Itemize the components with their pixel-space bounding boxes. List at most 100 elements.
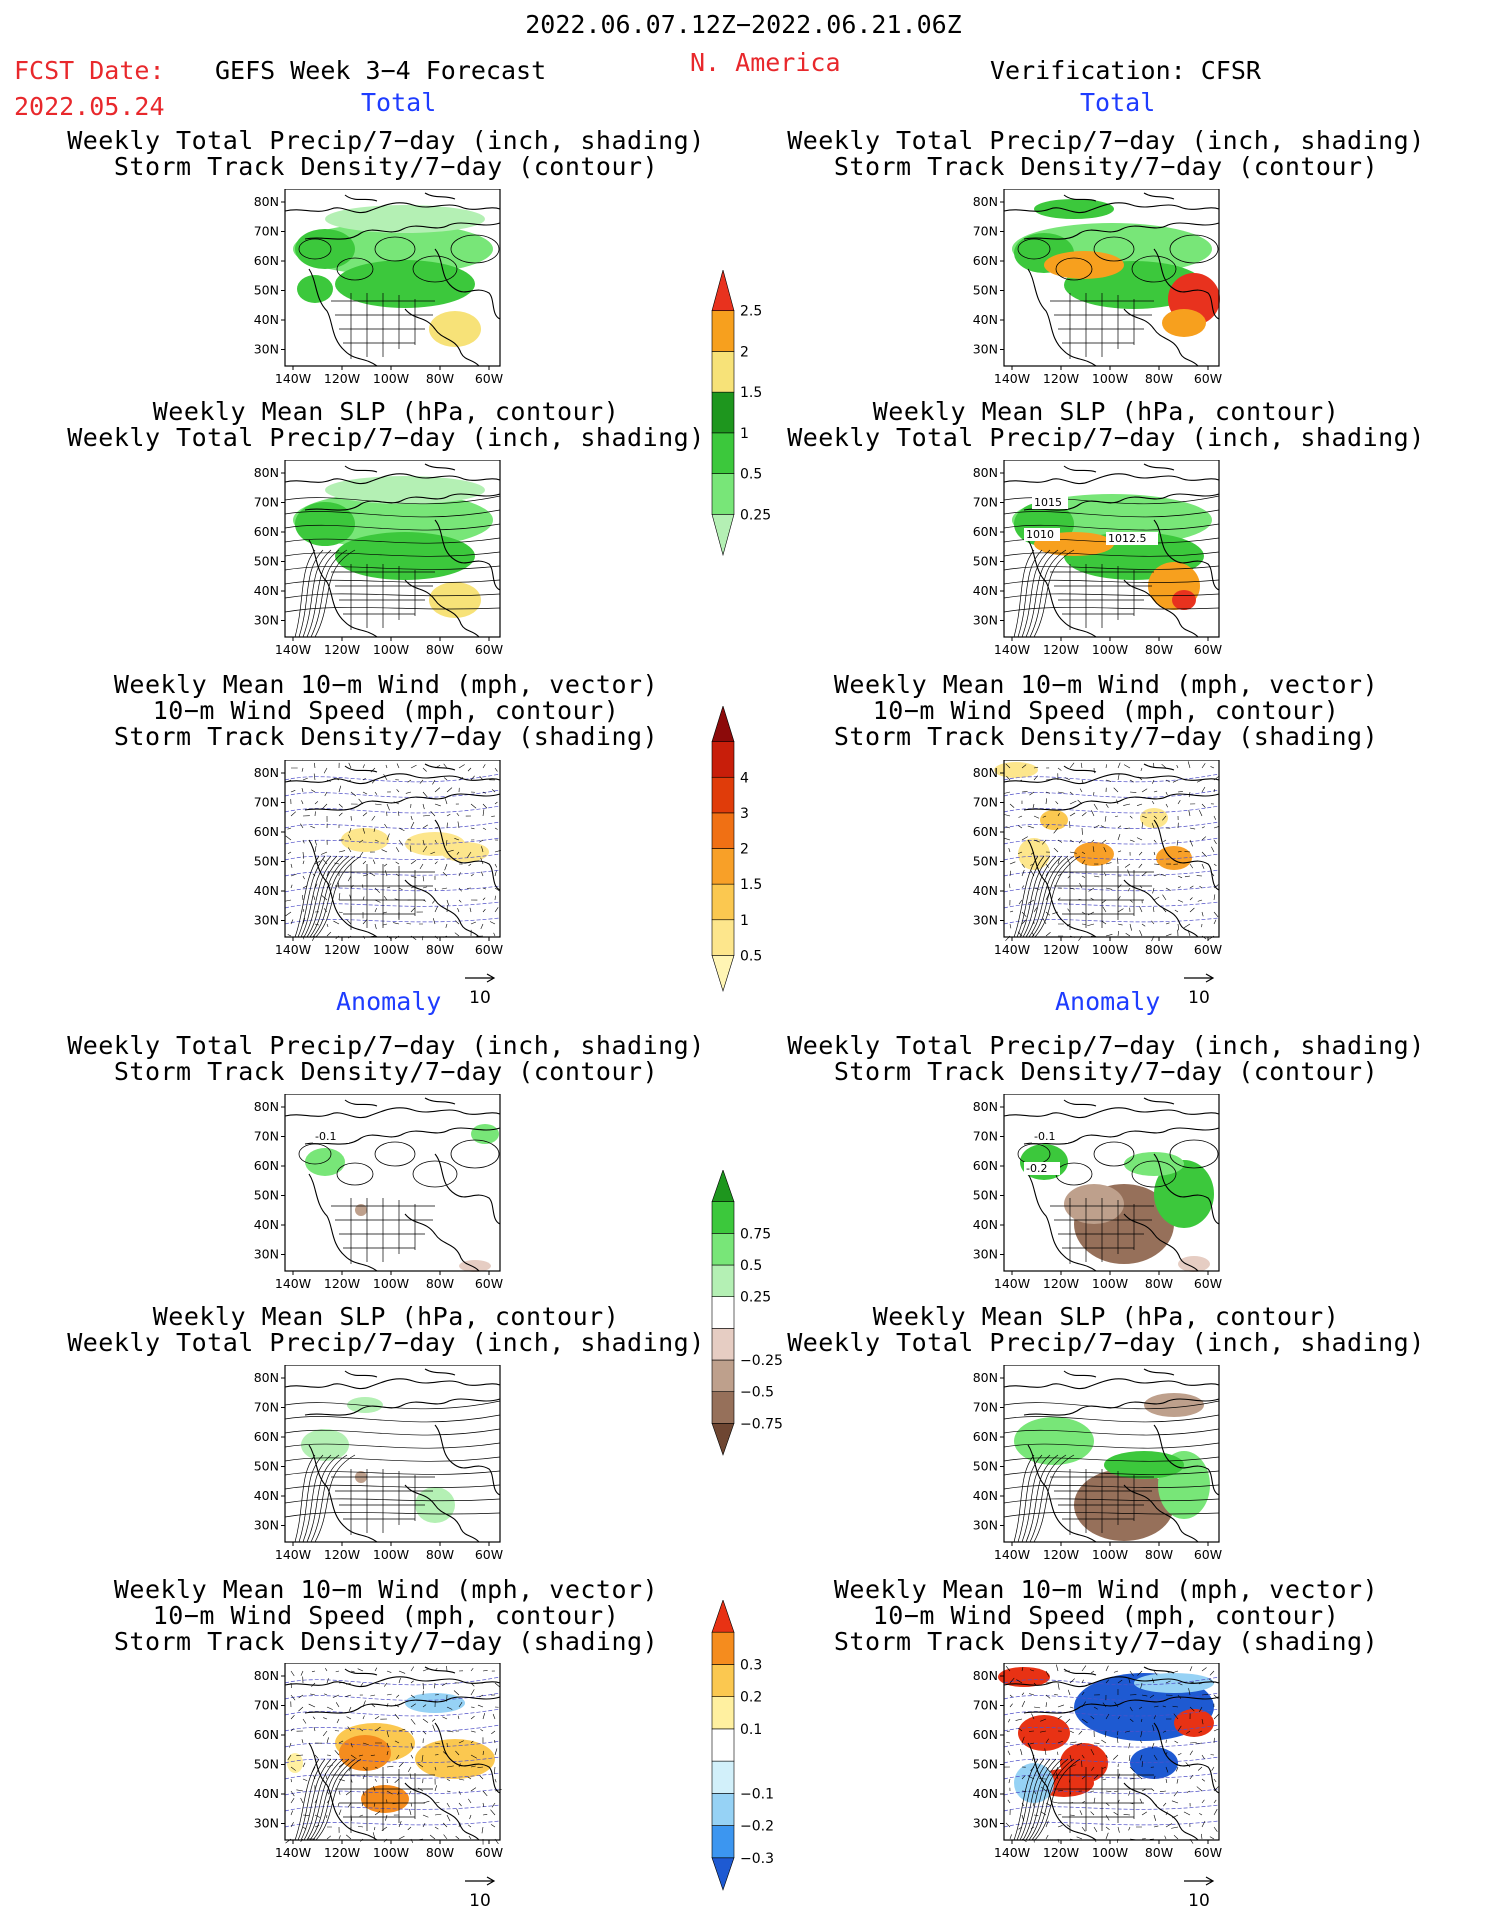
lat-tick-label: 50N <box>973 1188 998 1203</box>
panel-title-r6-c2-line2: 10−m Wind Speed (mph, contour) <box>872 1601 1340 1630</box>
date-range-title: 2022.06.07.12Z−2022.06.21.06Z <box>525 10 962 39</box>
lon-tick-label: 100W <box>1092 642 1128 657</box>
lat-tick-label: 80N <box>254 1668 279 1683</box>
lon-tick-label: 120W <box>1043 942 1079 957</box>
lat-tick-label: 60N <box>254 1158 279 1173</box>
panel-title-r4-c1-line1: Weekly Total Precip/7−day (inch, shading… <box>67 1031 705 1060</box>
panel-title-r3-c1-line2: 10−m Wind Speed (mph, contour) <box>152 696 620 725</box>
colorbar-label: 2 <box>740 344 749 360</box>
lon-tick-label: 120W <box>324 371 360 386</box>
lon-tick-label: 80W <box>426 371 454 386</box>
panel-title-r1-c1-line1: Weekly Total Precip/7−day (inch, shading… <box>67 126 705 155</box>
lon-tick-label: 80W <box>1145 1547 1173 1562</box>
lon-tick-label: 120W <box>1043 642 1079 657</box>
contour-label: 1010 <box>1026 528 1054 541</box>
lat-tick-label: 30N <box>973 913 998 928</box>
colorbar-label: 0.5 <box>740 948 762 964</box>
vector-reference: 10 <box>463 968 497 1008</box>
panel-title-r3-c2-line2: 10−m Wind Speed (mph, contour) <box>872 696 1340 725</box>
lat-tick-label: 70N <box>254 1129 279 1144</box>
lon-tick-label: 140W <box>994 1845 1030 1860</box>
lon-tick-label: 80W <box>426 942 454 957</box>
colorbar-storm_total: 0.5 1 1.5 2 3 4 <box>702 704 792 1015</box>
lon-tick-label: 100W <box>1092 1845 1128 1860</box>
panel-title-r6-c1-line3: Storm Track Density/7−day (shading) <box>113 1627 659 1656</box>
lon-tick-label: 80W <box>1145 1276 1173 1291</box>
lon-tick-label: 60W <box>475 642 503 657</box>
map-svg: 80N 70N 60N 50N 40N 30N 140W 120W 100W 80W 60W <box>254 1364 503 1562</box>
lat-tick-label: 80N <box>973 1370 998 1385</box>
colorbar-label: −0.75 <box>740 1416 783 1432</box>
lon-tick-label: 140W <box>275 942 311 957</box>
panel-title-r6-c2-line1: Weekly Mean 10−m Wind (mph, vector) <box>833 1575 1379 1604</box>
section-total-forecast: Total <box>361 88 437 117</box>
vector-reference-value: 10 <box>1188 1891 1210 1911</box>
colorbar-label: 0.1 <box>740 1722 762 1738</box>
lat-tick-label: 40N <box>254 1786 279 1801</box>
colorbar-label: 0.5 <box>740 467 762 483</box>
lat-tick-label: 50N <box>973 554 998 569</box>
panel-title-r5-c1-line2: Weekly Total Precip/7−day (inch, shading… <box>67 1328 705 1357</box>
lat-tick-label: 30N <box>973 342 998 357</box>
lat-tick-label: 60N <box>254 524 279 539</box>
lat-tick-label: 40N <box>973 883 998 898</box>
panel-title-r3-c2-line1: Weekly Mean 10−m Wind (mph, vector) <box>833 670 1379 699</box>
panel-title-r2-c1-line1: Weekly Mean SLP (hPa, contour) <box>152 397 620 426</box>
lat-tick-label: 50N <box>254 1188 279 1203</box>
lon-tick-label: 140W <box>994 642 1030 657</box>
lat-tick-label: 70N <box>973 224 998 239</box>
lat-tick-label: 30N <box>254 913 279 928</box>
lon-tick-label: 60W <box>1194 371 1222 386</box>
colorbar-label: −0.1 <box>740 1786 774 1802</box>
colorbar-label: −0.3 <box>740 1851 774 1867</box>
map-svg: -0.1 -0.2 80N 70N 60N 50N 40N 30N 140W 120W 100W 80… <box>973 1093 1222 1291</box>
colorbar-label: 1 <box>740 426 749 442</box>
lon-tick-label: 140W <box>994 1276 1030 1291</box>
arrow-right-icon <box>465 1876 496 1886</box>
section-anomaly-forecast: Anomaly <box>336 987 442 1016</box>
map-svg: -0.1 80N 70N 60N 50N 40N 30N 140W 120W 100W 80W 60W <box>254 1093 503 1291</box>
lon-tick-label: 140W <box>275 642 311 657</box>
colorbar-label: 0.75 <box>740 1226 771 1242</box>
lon-tick-label: 120W <box>324 1276 360 1291</box>
map-panel-r6-c2: 80N 70N 60N 50N 40N 30N 140W 120W 100W 80W 60W <box>964 1662 1239 1900</box>
lon-tick-label: 120W <box>1043 371 1079 386</box>
lon-tick-label: 140W <box>275 1276 311 1291</box>
map-svg: 80N 70N 60N 50N 40N 30N 140W 120W 100W 80W 60W <box>254 188 503 386</box>
lat-tick-label: 50N <box>973 854 998 869</box>
lat-tick-label: 70N <box>973 1698 998 1713</box>
map-panel-r3-c2: 80N 70N 60N 50N 40N 30N 140W 120W 100W 80W 60W <box>964 759 1239 997</box>
contour-label: -0.1 <box>315 1130 336 1143</box>
lat-tick-label: 50N <box>254 283 279 298</box>
map-panel-r5-c1: 80N 70N 60N 50N 40N 30N 140W 120W 100W 80W 60W <box>245 1364 520 1602</box>
lat-tick-label: 80N <box>254 465 279 480</box>
vector-reference-value: 10 <box>469 1891 491 1911</box>
colorbar-label: 4 <box>740 770 749 786</box>
lat-tick-label: 70N <box>973 495 998 510</box>
colorbar-label: 1.5 <box>740 385 762 401</box>
lat-tick-label: 80N <box>254 1099 279 1114</box>
colorbar-label: 2.5 <box>740 304 762 320</box>
lon-tick-label: 140W <box>994 942 1030 957</box>
fcst-date-label: FCST Date: <box>14 56 165 85</box>
lon-tick-label: 100W <box>373 1547 409 1562</box>
lon-tick-label: 100W <box>1092 371 1128 386</box>
lat-tick-label: 60N <box>254 824 279 839</box>
lat-tick-label: 30N <box>254 1518 279 1533</box>
vector-reference: 10 <box>1182 1871 1216 1911</box>
panel-title-r2-c2-line1: Weekly Mean SLP (hPa, contour) <box>872 397 1340 426</box>
lat-tick-label: 80N <box>973 1099 998 1114</box>
lon-tick-label: 120W <box>324 942 360 957</box>
lon-tick-label: 140W <box>275 1547 311 1562</box>
map-panel-r1-c1: 80N 70N 60N 50N 40N 30N 140W 120W 100W 80W 60W <box>245 188 520 426</box>
region-title: N. America <box>690 48 841 77</box>
lat-tick-label: 50N <box>973 283 998 298</box>
lon-tick-label: 60W <box>1194 1547 1222 1562</box>
map-svg: 80N 70N 60N 50N 40N 30N 140W 120W 100W 80W 60W <box>973 1364 1222 1562</box>
panel-title-r6-c2-line3: Storm Track Density/7−day (shading) <box>833 1627 1379 1656</box>
lat-tick-label: 70N <box>254 224 279 239</box>
lat-tick-label: 70N <box>973 795 998 810</box>
map-panel-r4-c1: -0.1 80N 70N 60N 50N 40N 30N 140W 120W 100W 80W 60W <box>245 1093 520 1331</box>
lon-tick-label: 100W <box>373 371 409 386</box>
vector-reference: 10 <box>463 1871 497 1911</box>
